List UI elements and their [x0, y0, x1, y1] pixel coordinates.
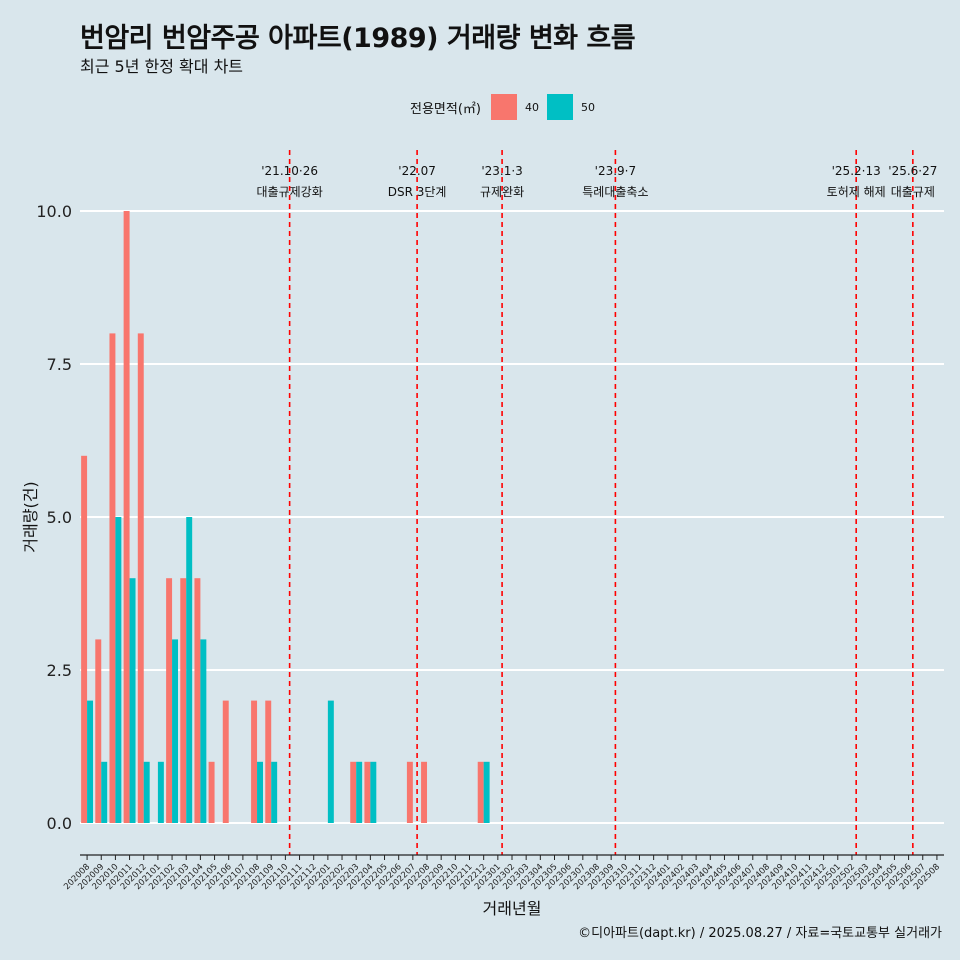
bar-50 — [186, 517, 193, 823]
bar-50 — [87, 700, 94, 823]
bar-40 — [364, 761, 371, 823]
bar-40 — [208, 761, 215, 823]
event-date-label: '23.1·3 — [481, 164, 522, 178]
bar-50 — [257, 761, 263, 823]
bar-40 — [421, 761, 428, 823]
bar-50 — [200, 639, 207, 823]
bar-40 — [109, 333, 116, 823]
bar-40 — [137, 333, 144, 823]
event-date-label: '23.9·7 — [595, 164, 636, 178]
bar-40 — [477, 761, 484, 823]
bar-40 — [406, 761, 413, 823]
y-tick-label: 2.5 — [47, 661, 72, 680]
bar-40 — [265, 700, 272, 823]
bar-40 — [123, 211, 130, 823]
y-tick-label: 10.0 — [36, 202, 72, 221]
bar-40 — [350, 761, 357, 823]
event-date-label: '25.6·27 — [888, 164, 937, 178]
legend-swatch-40 — [490, 94, 517, 120]
y-tick-label: 7.5 — [47, 355, 72, 374]
event-label: 특례대출축소 — [582, 185, 648, 199]
legend-label-50: 50 — [580, 100, 595, 114]
bar-50 — [370, 761, 377, 823]
chart-subtitle: 최근 5년 한정 확대 차트 — [80, 57, 244, 76]
bar-50 — [356, 761, 363, 823]
x-axis-title: 거래년월 — [483, 899, 542, 918]
y-tick-label: 5.0 — [47, 508, 72, 527]
event-label: 대출규제 — [891, 185, 935, 199]
bar-50 — [115, 517, 122, 823]
bar-40 — [194, 578, 201, 823]
event-date-label: '25.2·13 — [832, 164, 881, 178]
bar-50 — [483, 761, 490, 823]
y-tick-label: 0.0 — [47, 814, 72, 833]
bar-50 — [101, 761, 108, 823]
y-axis-title: 거래량(건) — [21, 481, 40, 552]
bar-50 — [157, 761, 164, 823]
source-caption: ©디아파트(dapt.kr) / 2025.08.27 / 자료=국토교통부 실… — [578, 926, 942, 941]
bar-50 — [172, 639, 179, 823]
bar-40 — [180, 578, 187, 823]
legend-swatch-50 — [546, 94, 573, 120]
bar-40 — [81, 455, 88, 823]
legend-label-40: 40 — [524, 100, 539, 114]
legend-title: 전용면적(㎡) — [410, 101, 481, 117]
legend: 전용면적(㎡) 40 50 — [410, 93, 603, 121]
bar-50 — [143, 761, 150, 823]
bar-40 — [251, 700, 258, 823]
event-date-label: '21.10·26 — [261, 164, 318, 178]
bar-50 — [271, 761, 278, 823]
event-label: 규제완화 — [480, 185, 524, 199]
event-label: 토허제 해제 — [827, 185, 886, 199]
bar-40 — [95, 639, 102, 823]
event-label: DSR 3단계 — [388, 185, 447, 199]
event-label: 대출규제강화 — [257, 185, 323, 199]
event-date-label: '22.07 — [398, 164, 436, 178]
bar-50 — [129, 578, 136, 823]
chart-title: 번암리 번암주공 아파트(1989) 거래량 변화 흐름 — [80, 23, 636, 54]
bar-50 — [327, 700, 334, 823]
bar-40 — [222, 700, 229, 823]
bar-40 — [166, 578, 173, 823]
